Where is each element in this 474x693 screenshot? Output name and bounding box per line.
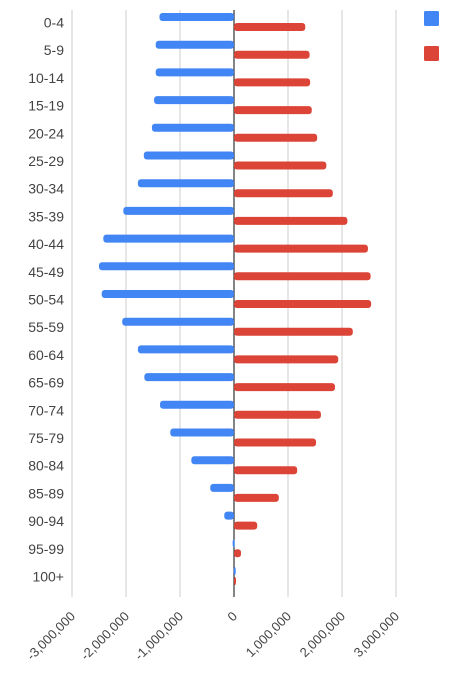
category-label: 70-74 (28, 402, 64, 418)
bar-series-1-2 (155, 68, 234, 77)
bar-series-2-13 (234, 383, 335, 392)
bar-series-2-8 (234, 244, 368, 253)
x-tick-labels: -3,000,000 -2,000,000 -1,000,000 0 1,000,000… (24, 609, 403, 664)
bar-series-2-9 (234, 272, 371, 281)
x-tick-label: -3,000,000 (24, 609, 79, 664)
bar-series-1-10 (101, 290, 234, 298)
bar-series-1-1 (155, 40, 234, 49)
bar-series-1-7 (123, 206, 234, 215)
category-label: 55-59 (28, 319, 64, 335)
x-tick-label: 0 (224, 609, 240, 625)
category-label: 35-39 (28, 208, 64, 224)
bar-series-1-5 (143, 151, 234, 160)
legend (424, 11, 439, 61)
x-tick-label: -1,000,000 (132, 609, 187, 664)
bar-series-1-11 (122, 317, 234, 326)
x-tick-label: 1,000,000 (243, 609, 295, 661)
category-label: 45-49 (28, 264, 64, 280)
bar-series-2-2 (234, 78, 311, 87)
bar-series-2-19 (234, 549, 242, 558)
category-label: 40-44 (28, 236, 64, 252)
category-label: 5-9 (44, 42, 64, 58)
bar-series-2-15 (234, 438, 317, 447)
bars (99, 13, 372, 585)
category-label: 50-54 (28, 292, 64, 308)
bar-series-2-3 (234, 106, 312, 115)
bar-series-2-17 (234, 493, 279, 502)
category-label: 60-64 (28, 347, 64, 363)
bar-series-2-11 (234, 327, 353, 336)
legend-swatch-1[interactable] (424, 11, 439, 26)
legend-swatch-2[interactable] (424, 46, 439, 61)
bar-series-1-4 (151, 123, 234, 132)
bar-series-1-14 (160, 400, 234, 409)
bar-series-1-8 (103, 234, 234, 243)
bar-series-1-18 (224, 511, 234, 520)
bar-series-1-17 (210, 483, 234, 492)
x-tick-label: 3,000,000 (351, 609, 403, 661)
bar-series-2-0 (234, 23, 306, 31)
bar-series-1-15 (170, 428, 234, 437)
category-label: 25-29 (28, 153, 64, 169)
bar-series-1-13 (144, 373, 234, 382)
bar-series-1-20 (233, 567, 236, 575)
bar-series-2-4 (234, 133, 318, 142)
bar-series-1-9 (99, 262, 234, 271)
bar-series-2-6 (234, 189, 333, 198)
category-label: 65-69 (28, 375, 64, 391)
category-label: 90-94 (28, 513, 64, 529)
bar-series-1-0 (159, 13, 234, 21)
bar-series-2-12 (234, 355, 339, 364)
category-label: 100+ (32, 569, 64, 585)
bar-series-1-6 (137, 179, 234, 188)
bar-series-1-16 (191, 456, 234, 465)
category-label: 30-34 (28, 181, 64, 197)
x-tick-label: -2,000,000 (78, 609, 133, 664)
category-labels: 0-4 5-9 10-14 15-19 20-24 25-29 30-34 35-39 40-4… (28, 15, 64, 585)
bar-series-2-14 (234, 410, 321, 419)
category-label: 80-84 (28, 458, 64, 474)
bar-series-1-12 (137, 345, 234, 354)
category-label: 85-89 (28, 485, 64, 501)
category-label: 95-99 (28, 541, 64, 557)
bar-series-2-1 (234, 50, 310, 59)
category-label: 10-14 (28, 70, 64, 86)
bar-series-2-20 (234, 577, 236, 585)
category-label: 0-4 (44, 15, 64, 31)
bar-series-2-7 (234, 216, 348, 225)
category-label: 15-19 (28, 98, 64, 114)
bar-series-1-19 (232, 539, 235, 548)
category-label: 20-24 (28, 125, 64, 141)
bar-series-2-16 (234, 466, 298, 475)
x-tick-label: 2,000,000 (297, 609, 349, 661)
bar-series-2-10 (234, 300, 372, 308)
bar-series-1-3 (154, 96, 234, 105)
category-label: 75-79 (28, 430, 64, 446)
bar-series-2-5 (234, 161, 327, 170)
bar-series-2-18 (234, 521, 258, 530)
